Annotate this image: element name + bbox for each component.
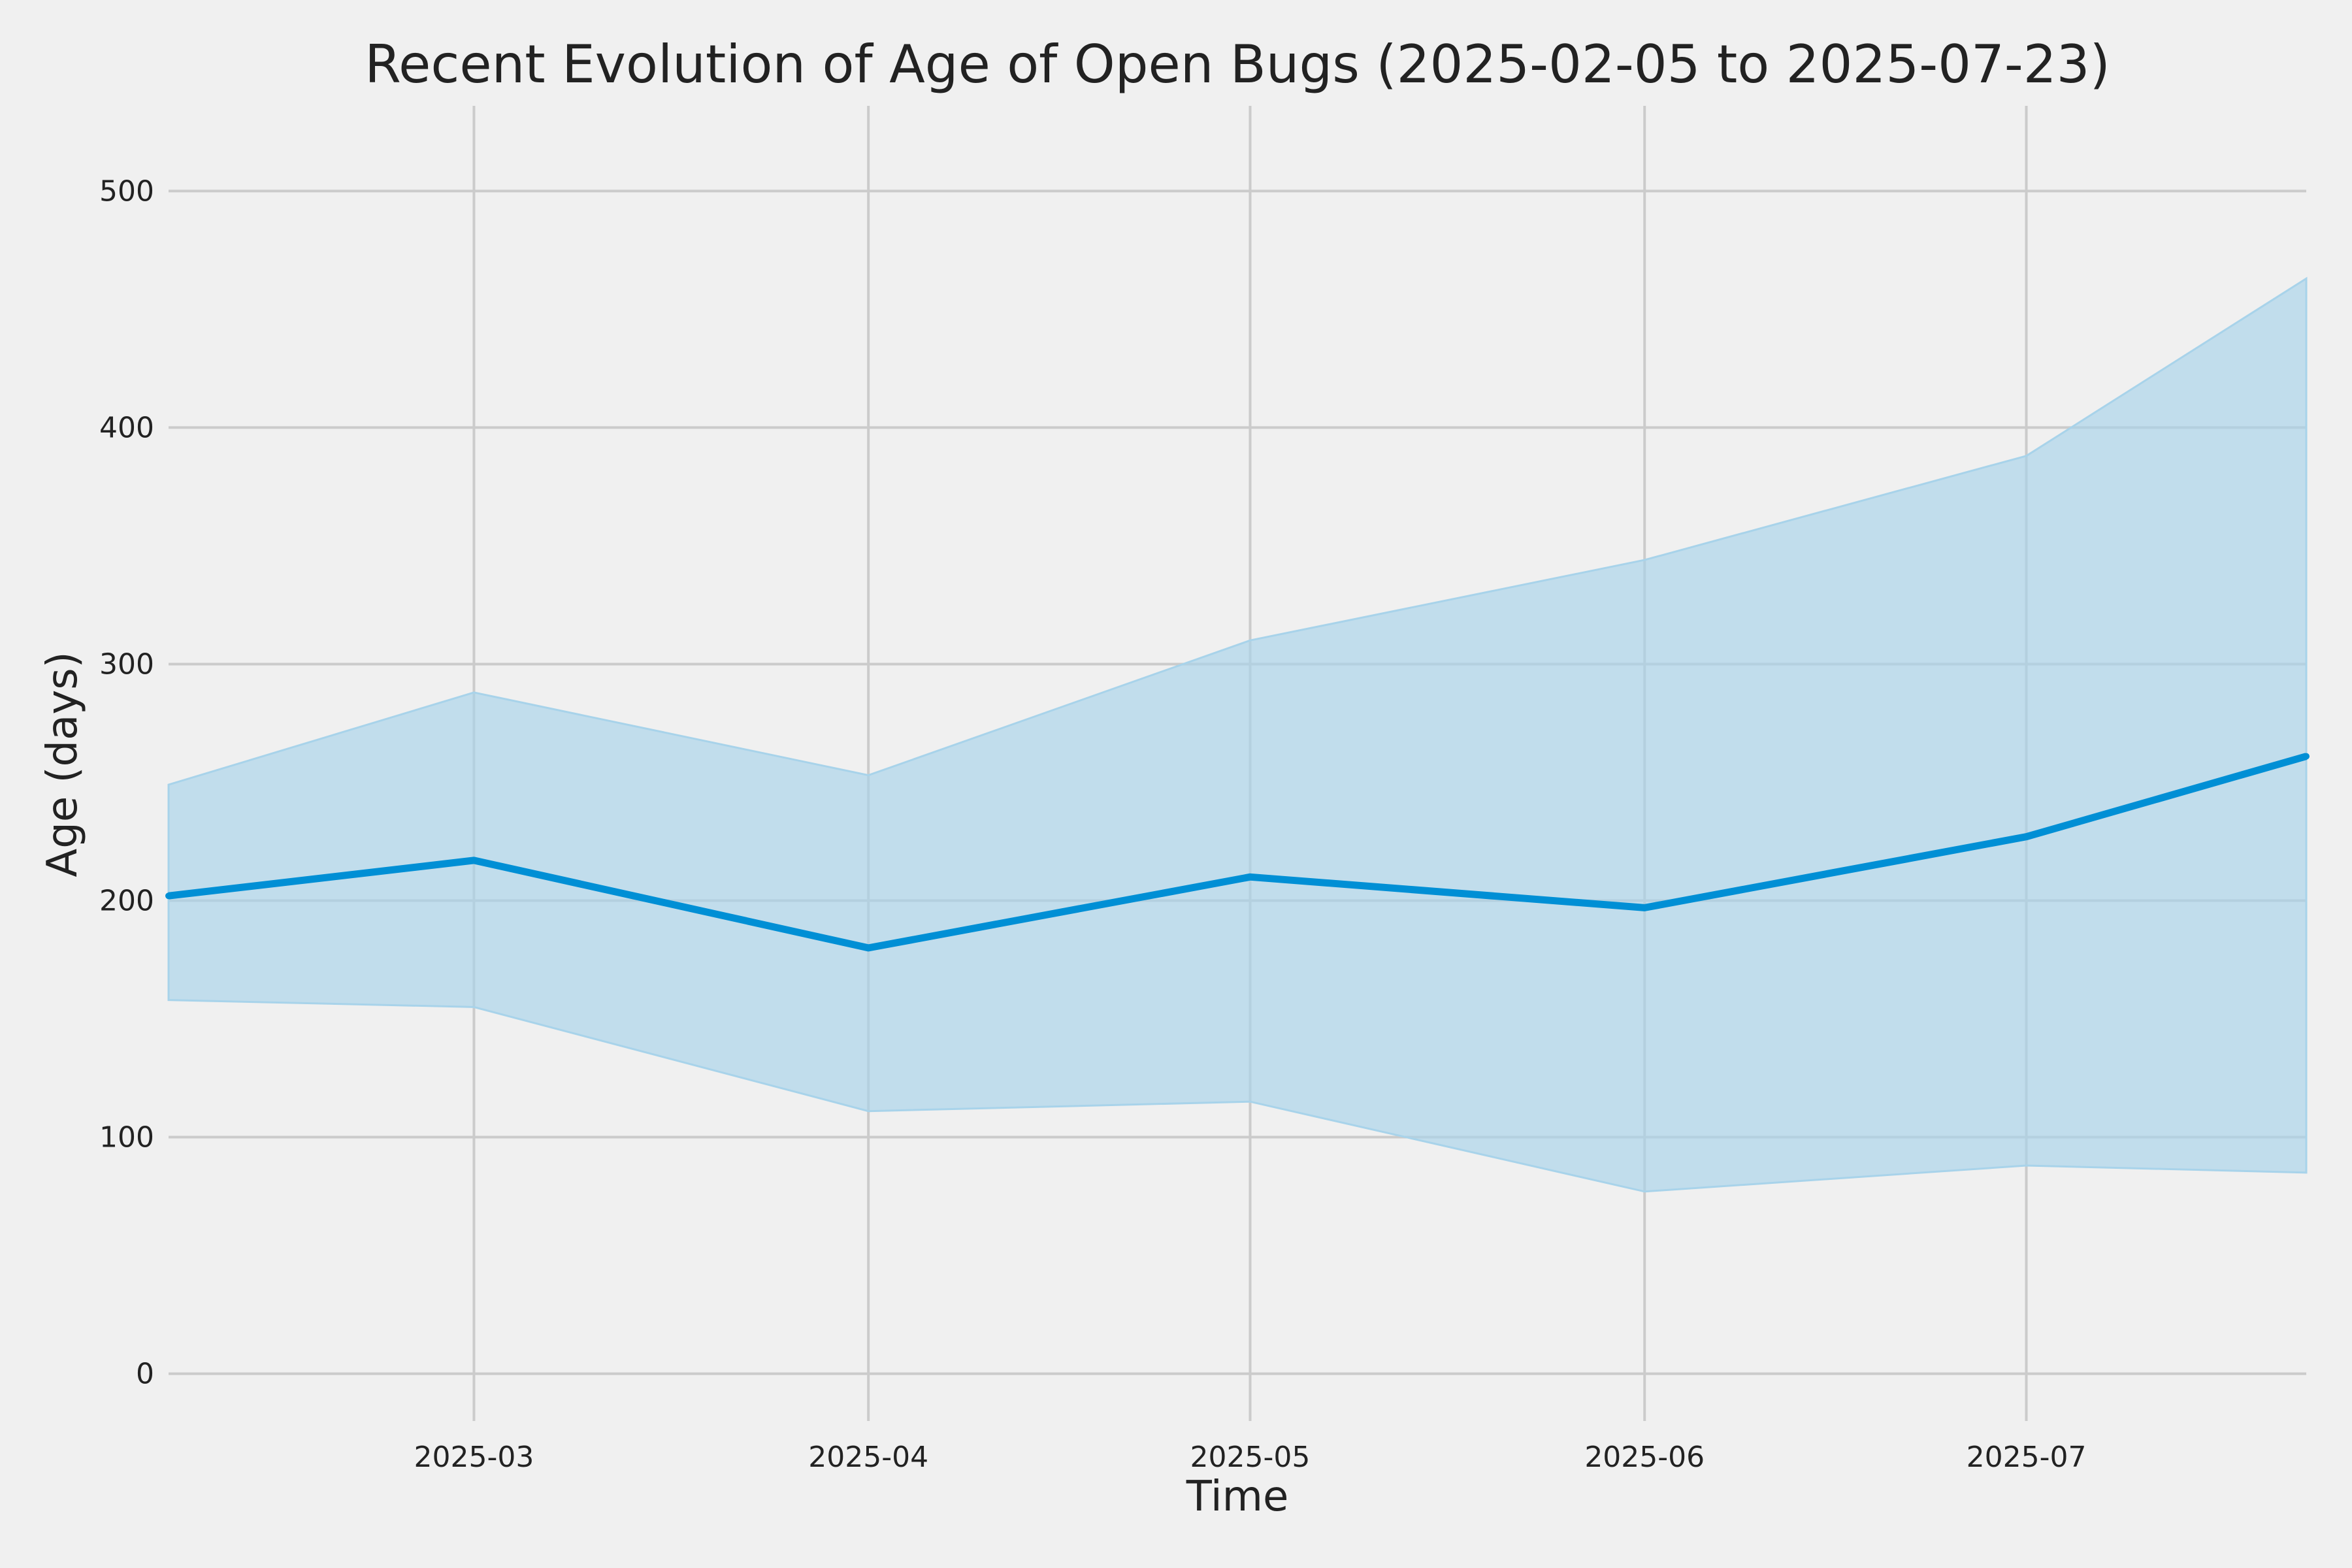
band-layer [167, 276, 2308, 1193]
data-point [1247, 874, 1254, 881]
data-point [2303, 753, 2310, 760]
y-tick-label: 200 [99, 884, 154, 917]
x-tick-label: 2025-06 [1584, 1441, 1705, 1474]
y-axis-label: Age (days) [39, 651, 87, 877]
line-layer [165, 753, 2310, 952]
y-tick-label: 500 [99, 174, 154, 208]
range-band [167, 276, 2308, 1193]
x-tick-label: 2025-03 [414, 1441, 534, 1474]
tick-labels: 0 100 200 300 400 500 2025-03 2025-04 2025-05 202… [99, 174, 2086, 1474]
x-tick-label: 2025-05 [1190, 1441, 1311, 1474]
x-tick-label: 2025-07 [1967, 1441, 2087, 1474]
data-point [865, 944, 872, 951]
y-tick-label: 300 [99, 647, 154, 681]
data-point [165, 892, 172, 900]
chart-title: Recent Evolution of Age of Open Bugs (20… [365, 34, 2110, 95]
data-point [2023, 833, 2030, 840]
data-point [1641, 904, 1648, 911]
x-tick-label: 2025-04 [808, 1441, 928, 1474]
x-axis-label: Time [1186, 1473, 1289, 1521]
y-tick-label: 0 [136, 1358, 154, 1391]
y-tick-label: 100 [99, 1121, 154, 1154]
y-tick-label: 400 [99, 411, 154, 444]
data-point [470, 857, 478, 864]
